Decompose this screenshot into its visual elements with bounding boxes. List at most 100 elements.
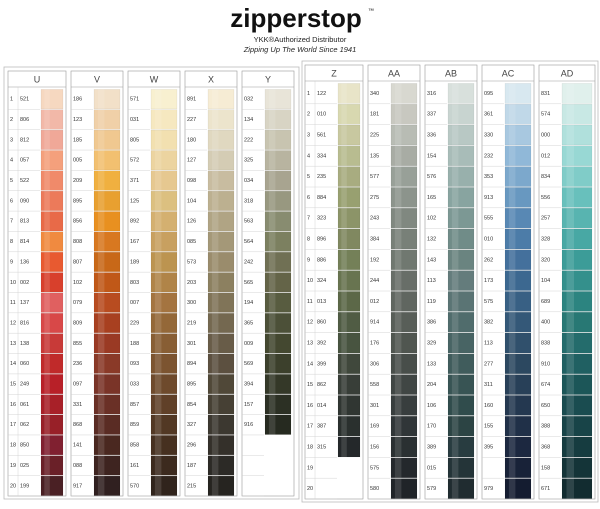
swatch-shine xyxy=(154,211,162,232)
color-code: 805 xyxy=(130,137,139,143)
color-swatch xyxy=(390,270,418,291)
color-swatch xyxy=(561,270,593,291)
color-code: 031 xyxy=(130,117,139,123)
color-code: 090 xyxy=(20,198,29,204)
swatch-shine xyxy=(44,374,50,394)
color-swatch xyxy=(390,83,418,104)
swatch-shine xyxy=(451,333,459,353)
swatch-shine xyxy=(451,353,459,374)
color-swatch xyxy=(561,291,593,312)
swatch-shine xyxy=(97,130,105,150)
color-code: 320 xyxy=(541,257,550,263)
color-swatch xyxy=(207,190,235,211)
color-swatch xyxy=(447,353,475,374)
color-swatch xyxy=(207,414,235,435)
color-code: 032 xyxy=(244,97,253,103)
color-code: 556 xyxy=(541,195,550,201)
color-swatch xyxy=(40,211,64,232)
color-code: 119 xyxy=(427,299,436,305)
color-code: 243 xyxy=(370,216,379,222)
swatch-shine xyxy=(44,150,50,170)
swatch-shine xyxy=(508,353,516,374)
color-swatch xyxy=(93,109,121,130)
swatch-shine xyxy=(268,292,276,313)
color-swatch xyxy=(447,104,475,125)
swatch-shine xyxy=(154,455,162,476)
color-code: 329 xyxy=(427,340,436,346)
row-number: 2 xyxy=(307,112,310,118)
swatch-shine xyxy=(508,333,516,353)
color-code: 572 xyxy=(130,158,139,164)
swatch-shine xyxy=(566,229,574,249)
color-swatch xyxy=(447,374,475,395)
color-code: 104 xyxy=(187,198,196,204)
color-code: 025 xyxy=(20,463,29,469)
color-swatch xyxy=(390,416,418,437)
color-code: 862 xyxy=(317,382,326,388)
color-swatch xyxy=(447,187,475,208)
swatch-shine xyxy=(394,249,402,270)
swatch-shine xyxy=(44,191,50,211)
color-swatch xyxy=(150,231,178,252)
swatch-shine xyxy=(394,353,402,374)
color-swatch xyxy=(390,208,418,229)
color-code: 565 xyxy=(244,280,253,286)
swatch-shine xyxy=(341,208,347,229)
color-code: 005 xyxy=(73,158,82,164)
swatch-shine xyxy=(508,249,516,270)
color-swatch xyxy=(447,228,475,250)
color-swatch xyxy=(504,83,532,104)
color-swatch xyxy=(207,292,235,313)
swatch-shine xyxy=(451,208,459,229)
color-code: 013 xyxy=(317,299,326,305)
color-code: 916 xyxy=(244,422,253,428)
color-swatch xyxy=(390,374,418,395)
color-code: 186 xyxy=(73,97,82,103)
color-code: 235 xyxy=(317,174,326,180)
color-swatch xyxy=(150,292,178,313)
color-code: 575 xyxy=(484,299,493,305)
column-frame xyxy=(481,64,535,500)
color-code: 185 xyxy=(73,137,82,143)
color-swatch xyxy=(264,414,292,435)
swatch-shine xyxy=(154,231,162,252)
row-number: 16 xyxy=(10,402,16,408)
color-code: 387 xyxy=(317,424,326,430)
color-code: 143 xyxy=(427,257,436,263)
swatch-shine xyxy=(268,374,276,394)
color-swatch xyxy=(390,291,418,312)
color-swatch xyxy=(447,208,475,229)
color-swatch xyxy=(337,312,361,333)
color-code: 300 xyxy=(187,300,196,306)
swatch-shine xyxy=(211,252,219,272)
color-swatch xyxy=(504,187,532,208)
swatch-shine xyxy=(566,437,574,457)
swatch-shine xyxy=(508,291,516,312)
subtitle: YKK®Authorized Distributor xyxy=(254,35,347,44)
swatch-shine xyxy=(268,170,276,191)
swatch-shine xyxy=(97,292,105,313)
swatch-shine xyxy=(508,395,516,416)
color-code: 236 xyxy=(73,361,82,367)
color-swatch xyxy=(337,208,361,229)
swatch-shine xyxy=(508,416,516,437)
color-code: 979 xyxy=(484,486,493,492)
color-swatch xyxy=(150,109,178,130)
swatch-shine xyxy=(211,109,219,130)
column-label: U xyxy=(34,74,41,84)
row-number: 8 xyxy=(307,236,310,242)
swatch-shine xyxy=(394,437,402,457)
color-swatch xyxy=(150,170,178,191)
color-swatch xyxy=(504,353,532,374)
color-code: 158 xyxy=(541,465,550,471)
swatch-shine xyxy=(566,374,574,395)
color-code: 860 xyxy=(317,320,326,326)
color-code: 061 xyxy=(20,402,29,408)
color-swatch xyxy=(207,394,235,415)
swatch-shine xyxy=(451,478,459,499)
swatch-shine xyxy=(341,312,347,333)
swatch-shine xyxy=(97,252,105,272)
column-label: X xyxy=(208,74,214,84)
swatch-shine xyxy=(44,353,50,374)
color-swatch xyxy=(504,166,532,187)
